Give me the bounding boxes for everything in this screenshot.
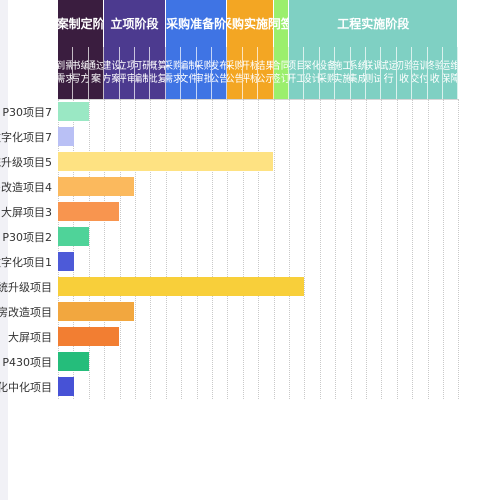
task-header-19: 施工 实施: [335, 47, 351, 99]
header-divider: [58, 99, 458, 100]
phase-header-3: 采购准备阶: [165, 0, 228, 47]
grid-line: [304, 99, 306, 399]
row-label: 数字化中化项目: [0, 381, 52, 394]
row-label: 系统升级项目5: [0, 156, 52, 169]
row-label: 机房改造项目: [0, 306, 52, 319]
progress-bar[interactable]: [58, 377, 74, 396]
task-header-10: 采购 审批: [196, 47, 212, 99]
phase-header-5: 合同签订: [273, 0, 289, 47]
grid-line: [412, 99, 414, 399]
grid-line: [104, 99, 106, 399]
task-header-20: 系统 集成: [350, 47, 366, 99]
progress-bar[interactable]: [58, 277, 304, 296]
grid-line: [366, 99, 367, 399]
task-header-16: 项目 开工: [289, 47, 305, 99]
task-header-25: 终验 收: [427, 47, 443, 99]
grid-line: [396, 99, 398, 399]
task-header-17: 深化 设计: [304, 47, 320, 99]
task-header-6: 可研 编制: [135, 47, 151, 99]
task-header-18: 设备 采购: [319, 47, 336, 99]
row-label: 数字化项目1: [0, 256, 52, 269]
task-header-4: 建设 方案: [104, 47, 120, 99]
progress-bar[interactable]: [58, 327, 119, 346]
task-header-12: 采购 公告: [227, 47, 243, 99]
progress-bar[interactable]: [58, 252, 74, 271]
task-header-26: 运维 保障: [443, 47, 459, 99]
row-label: P430项目: [2, 356, 52, 369]
grid-line: [150, 99, 152, 399]
grid-line: [381, 99, 383, 399]
row-label: 大屏项目3: [1, 206, 52, 219]
grid-line: [135, 99, 136, 399]
grid-line: [165, 99, 167, 399]
grid-line: [458, 99, 460, 399]
grid-line: [212, 99, 213, 399]
left-panel-edge: [0, 0, 8, 500]
progress-bar[interactable]: [58, 102, 89, 121]
grid-line: [273, 99, 275, 399]
progress-bar[interactable]: [58, 127, 74, 146]
progress-bar[interactable]: [58, 227, 89, 246]
progress-bar[interactable]: [58, 302, 134, 321]
progress-bar[interactable]: [58, 352, 89, 371]
row-label: P30项目2: [2, 231, 52, 244]
grid-line: [196, 99, 198, 399]
grid-line: [289, 99, 290, 399]
task-header-5: 立项 评审: [119, 47, 135, 99]
progress-bar[interactable]: [58, 152, 273, 171]
grid-line: [443, 99, 444, 399]
task-header-22: 试运 行: [381, 47, 397, 99]
task-header-1: 到需 需求: [58, 47, 74, 99]
row-label: P30项目7: [2, 106, 52, 119]
grid-line: [58, 99, 59, 399]
grid-line: [242, 99, 244, 399]
task-header-2: 书编 写方: [73, 47, 89, 99]
progress-bar[interactable]: [58, 202, 119, 221]
task-header-15: 合同 签订: [273, 47, 289, 99]
row-label: 系统升级项目: [0, 281, 52, 294]
row-label: 数字化项目7: [0, 131, 52, 144]
grid-line: [88, 99, 90, 399]
grid-line: [227, 99, 229, 399]
task-header-13: 开标 评标: [242, 47, 259, 99]
task-header-24: 培训 交付: [412, 47, 428, 99]
grid-line: [350, 99, 352, 399]
grid-line: [319, 99, 321, 399]
task-header-14: 结果 公示: [258, 47, 274, 99]
phase-header-6: 工程实施阶段: [289, 0, 459, 47]
task-header-7: 概算 批复: [150, 47, 166, 99]
phase-header-4: 采购实施阶: [227, 0, 274, 47]
row-label: 大屏项目: [8, 331, 52, 344]
task-header-8: 采购 需求: [165, 47, 182, 99]
task-header-21: 联调 测试: [366, 47, 382, 99]
progress-bar[interactable]: [58, 177, 134, 196]
grid-line: [335, 99, 337, 399]
grid-line: [427, 99, 429, 399]
task-header-11: 发布 公告: [212, 47, 228, 99]
grid-line: [73, 99, 75, 399]
task-header-9: 编制 文件: [181, 47, 197, 99]
phase-header-1: 案制定阶: [58, 0, 105, 47]
task-header-23: 初验 收: [396, 47, 413, 99]
grid-line: [119, 99, 121, 399]
grid-line: [258, 99, 260, 399]
phase-header-2: 立项阶段: [104, 0, 166, 47]
grid-line: [181, 99, 183, 399]
task-header-3: 通过 案: [88, 47, 105, 99]
row-label: 机房改造项目4: [0, 181, 52, 194]
